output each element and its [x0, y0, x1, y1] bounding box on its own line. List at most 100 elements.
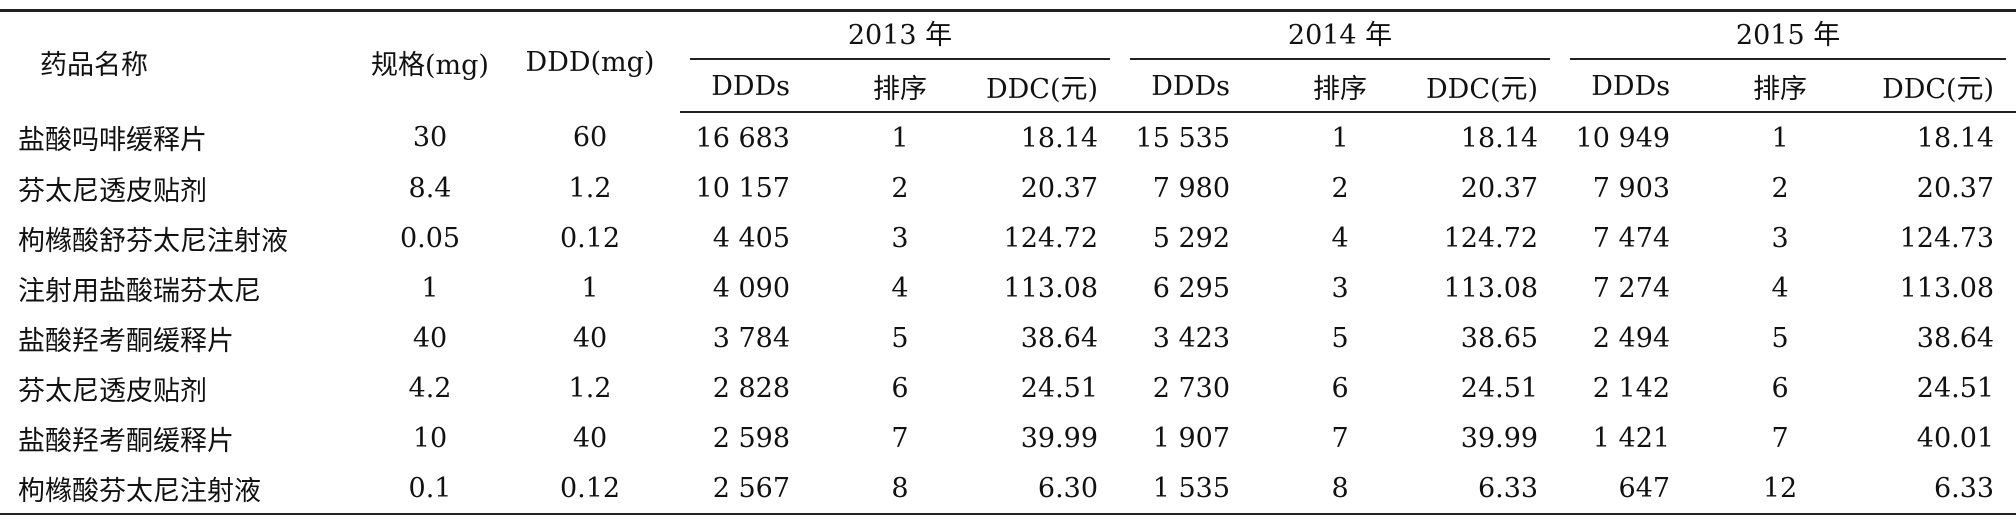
table-cell: 2 [1771, 172, 1789, 204]
table-cell: 6 [1331, 372, 1349, 404]
table-cell: 124.72 [1003, 222, 1099, 254]
table-cell: 1 [1771, 122, 1789, 154]
table-cell: 5 [1771, 322, 1789, 354]
table-cell: 7 474 [1592, 222, 1671, 254]
table-cell: 20.37 [1020, 172, 1099, 204]
table-cell: 113.08 [1443, 272, 1539, 304]
sub-header: 排序 [1710, 61, 1851, 113]
table-cell: 10 949 [1575, 122, 1671, 154]
table-cell: 12 [1710, 463, 1851, 515]
table-cell: 2 [1331, 172, 1349, 204]
table-cell: 1 907 [1152, 422, 1231, 454]
table-cell: 8 [830, 463, 970, 515]
header-row: 药品名称 规格(mg) DDD(mg) 2013 年 2014 年 2015 年 [0, 9, 2016, 112]
table-cell: 5 292 [1152, 222, 1231, 254]
header-row: DDDs 排序 DDC(元) DDDs 排序 DDC(元) DDDs 排序 DDC(元) [0, 61, 2016, 113]
sub-header: DDDs [1120, 61, 1271, 113]
table-cell: 40 [572, 422, 608, 454]
table-cell: 6.30 [970, 463, 1121, 515]
table-cell: 枸橼酸舒芬太尼注射液 [18, 225, 288, 257]
table-cell: 1 [421, 272, 439, 304]
sub-header: 排序 [1270, 61, 1411, 113]
table-cell: 2 494 [1592, 322, 1671, 354]
table-row: 芬太尼透皮贴剂 4.2 1.2 2 828 6 24.51 2 730 6 24.51 2 142… [0, 363, 2016, 413]
table-cell: 6.33 [1410, 463, 1561, 515]
table-cell: 5 [891, 322, 909, 354]
sub-header: 排序 [830, 61, 970, 113]
table-cell: 10 157 [695, 172, 790, 204]
table-cell: 18.14 [1460, 122, 1539, 154]
table-cell: 4 090 [712, 272, 790, 304]
table-cell: 40 [572, 322, 608, 354]
table-cell: 枸橼酸芬太尼注射液 [0, 463, 360, 515]
table-header: 药品名称 规格(mg) DDD(mg) 2013 年 2014 年 2015 年 DDDs 排… [0, 9, 2016, 113]
table-cell: 7 980 [1152, 172, 1231, 204]
header-cell: 药品名称 [0, 9, 360, 112]
table-cell: 124.72 [1443, 222, 1539, 254]
table-cell: 6 295 [1152, 272, 1231, 304]
sub-header: DDDs [680, 61, 830, 113]
table-cell: 38.65 [1460, 322, 1539, 354]
year-label: 2014 年 [1130, 13, 1551, 60]
header-cell: DDD(mg) [500, 9, 680, 112]
table-cell: 647 [1560, 463, 1711, 515]
table-cell: 盐酸吗啡缓释片 [18, 125, 207, 156]
table-cell: 24.51 [1916, 372, 1995, 404]
table-cell: 39.99 [1020, 422, 1099, 454]
table-cell: 盐酸羟考酮缓释片 [18, 425, 234, 457]
table-cell: 20.37 [1460, 172, 1539, 204]
page: 药品名称 规格(mg) DDD(mg) 2013 年 2014 年 2015 年 DDDs 排… [0, 9, 2016, 521]
table-cell: 7 [1771, 422, 1789, 454]
table-cell: 3 [891, 222, 909, 254]
table-cell: 1 [1331, 122, 1349, 154]
table-cell: 8.4 [408, 172, 452, 204]
table-cell: 1.2 [568, 172, 612, 204]
table-cell: 7 903 [1592, 172, 1671, 204]
table-cell: 60 [572, 122, 608, 153]
table-cell: 2 598 [712, 422, 790, 454]
table-row: 枸橼酸芬太尼注射液 0.1 0.12 2 567 8 6.30 1 535 8 6.33 647 1… [0, 463, 2016, 515]
table-cell: 24.51 [1020, 372, 1099, 404]
table-row: 注射用盐酸瑞芬太尼 1 1 4 090 4 113.08 6 295 3 113.08 7 274… [0, 263, 2016, 313]
table-cell: 40.01 [1916, 422, 1995, 454]
table-cell: 2 [891, 172, 909, 204]
table-cell: 6 [891, 372, 909, 404]
table-cell: 1 421 [1592, 422, 1671, 454]
table-cell: 4 [1771, 272, 1789, 304]
year-group: 2015 年 [1560, 9, 2016, 61]
sub-header: DDC(元) [1410, 61, 1561, 113]
table-cell: 3 [1771, 222, 1789, 254]
table-cell: 15 535 [1135, 122, 1231, 154]
table-cell: 1 535 [1120, 463, 1271, 515]
table-cell: 6.33 [1850, 463, 2016, 515]
header-cell: 规格(mg) [360, 9, 500, 112]
table-cell: 40 [412, 322, 448, 354]
table-cell: 113.08 [1899, 272, 1995, 304]
sub-header: DDDs [1560, 61, 1711, 113]
table-cell: 1 [581, 272, 599, 304]
table-cell: 10 [412, 422, 448, 454]
table-cell: 2 567 [680, 463, 830, 515]
table-cell: 7 [1331, 422, 1349, 454]
table-cell: 2 142 [1592, 372, 1671, 404]
table-cell: 30 [412, 122, 448, 153]
table-cell: 18.14 [1916, 122, 1995, 154]
year-label: 2015 年 [1570, 13, 2007, 60]
table-cell: 4.2 [408, 372, 452, 404]
table-cell: 38.64 [1916, 322, 1995, 354]
table-cell: 3 423 [1152, 322, 1231, 354]
sub-header: DDC(元) [1850, 61, 2016, 113]
table-cell: 0.12 [500, 463, 680, 515]
year-group: 2014 年 [1120, 9, 1561, 61]
table-cell: 1.2 [568, 372, 612, 404]
data-table: 药品名称 规格(mg) DDD(mg) 2013 年 2014 年 2015 年 DDDs 排… [0, 9, 2016, 515]
table-cell: 注射用盐酸瑞芬太尼 [18, 275, 261, 307]
table-cell: 3 [1331, 272, 1349, 304]
table-cell: 39.99 [1460, 422, 1539, 454]
table-row: 盐酸吗啡缓释片 30 60 16 683 1 18.14 15 535 1 18.14 10 94… [0, 112, 2016, 163]
table-cell: 16 683 [695, 122, 790, 154]
table-cell: 2 828 [712, 372, 790, 404]
table-cell: 2 730 [1152, 372, 1231, 404]
table-cell: 4 405 [712, 222, 790, 254]
table-cell: 盐酸羟考酮缓释片 [18, 325, 234, 357]
